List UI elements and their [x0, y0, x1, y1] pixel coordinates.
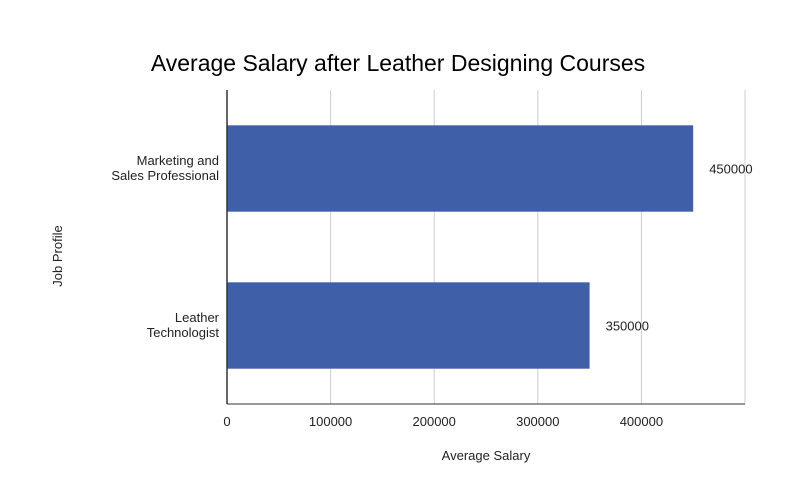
x-tick-label: 300000 — [516, 414, 559, 429]
data-label: 450000 — [709, 162, 752, 177]
x-tick-label: 400000 — [620, 414, 663, 429]
category-label-line: Technologist — [147, 325, 220, 340]
category-label-line: Leather — [175, 310, 220, 325]
x-tick-label: 0 — [223, 414, 230, 429]
bars — [227, 125, 694, 369]
x-axis-label: Average Salary — [442, 448, 531, 463]
category-label: Leather Technologist — [147, 310, 220, 340]
category-label-line: Sales Professional — [111, 168, 219, 183]
x-tick-labels: 0 100000 200000 300000 400000 — [223, 414, 663, 429]
y-axis-label: Job Profile — [50, 225, 65, 286]
x-tick-label: 100000 — [309, 414, 352, 429]
chart-title: Average Salary after Leather Designing C… — [151, 50, 645, 76]
bar — [227, 125, 694, 212]
bar — [227, 282, 590, 369]
x-tick-label: 200000 — [413, 414, 456, 429]
category-label: Marketing and Sales Professional — [111, 153, 219, 183]
category-label-line: Marketing and — [137, 153, 219, 168]
data-labels: 450000 350000 — [606, 162, 753, 334]
data-label: 350000 — [606, 319, 649, 334]
category-labels: Marketing and Sales Professional Leather Te… — [111, 153, 219, 340]
